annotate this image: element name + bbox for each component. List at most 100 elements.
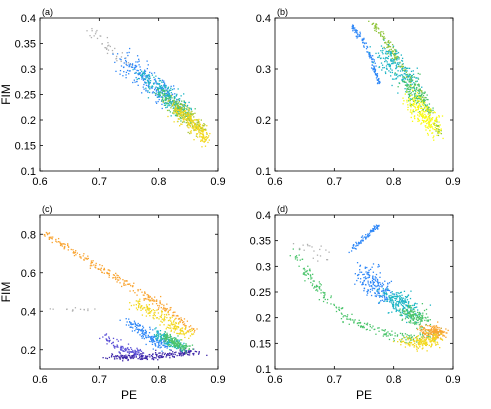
scatter-point <box>426 336 428 338</box>
scatter-point <box>405 343 407 345</box>
scatter-point <box>390 300 393 302</box>
scatter-point <box>435 120 437 122</box>
scatter-point <box>153 336 155 338</box>
scatter-point <box>407 104 409 106</box>
scatter-point <box>163 81 165 83</box>
scatter-point <box>418 92 420 95</box>
scatter-point <box>141 314 144 316</box>
scatter-point <box>180 330 182 332</box>
scatter-point <box>100 35 102 37</box>
scatter-point <box>401 312 404 314</box>
scatter-point <box>125 347 127 350</box>
scatter-point <box>352 26 354 28</box>
scatter-point <box>126 321 128 323</box>
scatter-point <box>193 331 196 333</box>
scatter-point <box>439 329 441 331</box>
scatter-point <box>412 73 415 75</box>
scatter-point <box>141 332 143 335</box>
scatter-point <box>118 351 120 353</box>
scatter-point <box>189 352 191 354</box>
scatter-point <box>378 28 380 30</box>
scatter-point <box>111 342 113 345</box>
scatter-point <box>166 347 168 349</box>
scatter-point <box>147 355 149 357</box>
scatter-point <box>394 61 396 63</box>
scatter-point <box>420 105 422 108</box>
scatter-point <box>407 317 410 319</box>
scatter-point <box>186 345 188 348</box>
scatter-point <box>165 103 167 105</box>
scatter-point <box>130 357 133 359</box>
scatter-point <box>370 67 373 69</box>
scatter-point <box>189 113 192 115</box>
scatter-point <box>183 110 185 113</box>
scatter-point <box>410 92 412 94</box>
scatter-point <box>434 339 436 342</box>
scatter-point <box>169 357 171 359</box>
scatter-point <box>391 69 393 71</box>
scatter-point <box>377 283 379 285</box>
scatter-point <box>176 326 178 328</box>
scatter-point <box>175 321 177 324</box>
scatter-point <box>142 72 145 75</box>
scatter-point <box>177 347 179 349</box>
scatter-point <box>428 325 431 327</box>
scatter-point <box>59 242 62 245</box>
scatter-point <box>394 50 397 53</box>
scatter-point <box>183 107 185 109</box>
scatter-point <box>138 306 140 308</box>
scatter-point <box>141 291 143 293</box>
scatter-point <box>372 283 374 286</box>
scatter-point <box>136 294 138 296</box>
scatter-point <box>381 286 383 288</box>
scatter-point <box>396 66 398 68</box>
scatter-point <box>170 94 172 97</box>
scatter-point <box>289 255 291 257</box>
scatter-point <box>438 126 440 128</box>
scatter-point <box>137 331 139 333</box>
scatter-point <box>90 36 93 39</box>
scatter-point <box>416 84 419 86</box>
scatter-point <box>411 111 413 114</box>
scatter-point <box>361 284 363 286</box>
scatter-point <box>142 336 144 338</box>
scatter-point <box>433 128 436 131</box>
scatter-point <box>128 64 130 66</box>
scatter-point <box>427 134 429 136</box>
scatter-point <box>111 353 113 355</box>
scatter-point <box>183 108 185 110</box>
scatter-point <box>298 254 300 256</box>
scatter-point <box>183 321 185 323</box>
scatter-point <box>144 332 146 334</box>
scatter-point <box>143 294 145 296</box>
scatter-point <box>432 128 434 130</box>
scatter-point <box>415 318 418 320</box>
scatter-point <box>416 335 419 338</box>
scatter-point <box>157 335 160 337</box>
scatter-point <box>202 134 205 137</box>
scatter-point <box>152 329 154 331</box>
scatter-point <box>418 111 421 113</box>
scatter-point <box>356 31 358 34</box>
scatter-point <box>169 111 172 113</box>
scatter-point <box>410 79 413 81</box>
scatter-point <box>398 310 400 312</box>
scatter-point <box>194 125 197 127</box>
y-tick-label: 0.6 <box>21 268 36 280</box>
scatter-point <box>435 333 437 335</box>
scatter-point <box>153 92 155 94</box>
scatter-point <box>426 108 428 110</box>
scatter-point <box>417 77 419 79</box>
scatter-point <box>422 92 424 94</box>
scatter-point <box>378 289 380 291</box>
scatter-point <box>83 253 85 255</box>
scatter-point <box>174 345 176 348</box>
scatter-point <box>145 356 147 359</box>
scatter-point <box>399 292 402 294</box>
scatter-point <box>338 308 340 311</box>
scatter-point <box>66 244 69 247</box>
scatter-point <box>390 60 392 62</box>
scatter-point <box>138 354 140 356</box>
scatter-point <box>119 358 121 360</box>
scatter-point <box>201 133 203 135</box>
